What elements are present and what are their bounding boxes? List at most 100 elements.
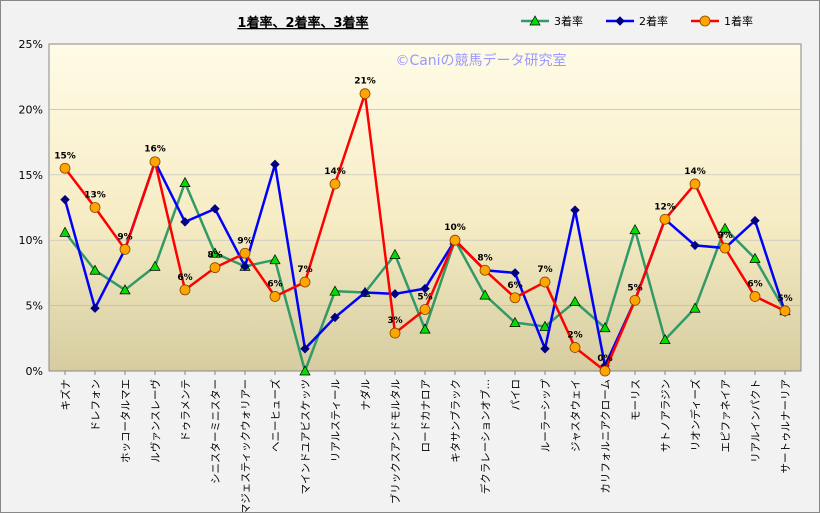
diamond-marker (540, 344, 550, 354)
x-tick-label: マジェスティックウォリアー (240, 379, 252, 512)
x-tick-label: デクラレーションオブ… (479, 379, 492, 494)
data-label: 21% (354, 77, 376, 87)
triangle-marker (479, 289, 491, 300)
diamond-marker (240, 261, 250, 272)
triangle-marker (689, 302, 701, 313)
triangle-marker (659, 333, 671, 344)
diamond-marker (90, 303, 100, 313)
x-tick-label: ブリックスアンドモルタル (389, 379, 402, 504)
data-label: 9% (717, 231, 732, 241)
triangle-marker (269, 254, 281, 265)
circle-marker (389, 327, 401, 339)
x-tick-label: ドゥラメンテ (180, 379, 192, 442)
diamond-marker (420, 283, 430, 294)
diamond-marker (510, 268, 520, 278)
x-tick-label: キズナ (59, 379, 72, 411)
data-label: 8% (477, 253, 492, 263)
triangle-marker (719, 222, 731, 233)
circle-marker (689, 178, 701, 190)
x-tick-label: ロードカナロア (420, 379, 432, 453)
x-tick-label: リオンディーズ (689, 379, 702, 451)
diamond-marker (750, 215, 760, 226)
circle-marker (719, 242, 731, 254)
data-label: 14% (324, 167, 346, 177)
circle-marker (479, 264, 491, 276)
circle-marker (699, 15, 711, 27)
circle-marker (779, 305, 791, 317)
circle-marker (59, 162, 71, 174)
data-label: 13% (84, 191, 106, 201)
x-tick-label: ドレフォン (90, 379, 102, 432)
y-tick-label: 25% (19, 38, 43, 51)
data-label: 12% (654, 202, 676, 212)
chart-title: 1着率、2着率、3着率 (237, 15, 368, 31)
x-tick-label: ヘニーヒューズ (269, 379, 282, 452)
data-label: 9% (237, 236, 252, 246)
circle-marker (419, 304, 431, 315)
circle-marker (299, 276, 311, 288)
plot-area (48, 43, 802, 372)
x-tick-label: キタサンブラック (449, 379, 462, 463)
diamond-marker (210, 204, 220, 214)
circle-marker (509, 292, 521, 304)
x-tick-label: シニスターミニスター (210, 379, 222, 484)
circle-marker (659, 213, 671, 225)
x-tick-label: マインドユアビスケッツ (300, 379, 312, 495)
triangle-marker (389, 248, 401, 259)
x-tick-label: サートゥルナーリア (780, 379, 792, 474)
data-label: 6% (267, 279, 282, 289)
circle-marker (329, 178, 341, 190)
data-label: 7% (537, 265, 552, 275)
diamond-marker (570, 205, 580, 215)
circle-marker (599, 365, 611, 377)
triangle-marker (329, 285, 341, 296)
data-label: 3% (387, 316, 402, 326)
legend-label: 2着率 (639, 14, 668, 28)
diamond-marker (300, 344, 310, 354)
triangle-marker (749, 252, 761, 263)
data-label: 15% (54, 151, 76, 161)
data-label: 16% (144, 145, 166, 155)
data-label: 6% (507, 281, 522, 291)
data-label: 5% (777, 294, 792, 304)
x-tick-label: ルーラーシップ (540, 379, 552, 453)
x-tick-label: ジャスタウェイ (570, 379, 582, 452)
watermark: ©Caniの競馬データ研究室 (395, 52, 566, 69)
circle-marker (359, 88, 371, 100)
circle-marker (569, 342, 581, 353)
data-label: 2% (567, 330, 582, 340)
circle-marker (149, 156, 161, 168)
data-label: 8% (207, 251, 222, 261)
triangle-marker (569, 295, 581, 307)
triangle-marker (419, 323, 431, 334)
circle-marker (119, 243, 131, 255)
data-label: 5% (417, 293, 432, 303)
circle-marker (89, 202, 101, 213)
diamond-marker (330, 312, 340, 323)
x-tick-label: ナダル (359, 379, 372, 411)
y-tick-label: 0% (26, 365, 43, 378)
triangle-marker (89, 264, 101, 275)
circle-marker (179, 284, 191, 296)
x-tick-label: サトノアラジン (660, 379, 672, 452)
x-tick-label: リアルインパクト (750, 379, 762, 463)
circle-marker (269, 291, 281, 302)
x-tick-label: エピファネイア (720, 379, 732, 453)
diamond-marker (60, 194, 70, 205)
y-tick-label: 15% (19, 169, 43, 182)
legend-label: 1着率 (724, 14, 753, 28)
circle-marker (239, 247, 251, 259)
data-label: 9% (117, 232, 132, 242)
data-label: 10% (444, 223, 466, 233)
triangle-marker (599, 322, 611, 333)
data-label: 0% (597, 354, 612, 364)
circle-marker (629, 294, 641, 306)
diamond-marker (360, 287, 370, 298)
y-tick-label: 20% (19, 103, 43, 116)
x-tick-label: モーリス (630, 379, 642, 421)
triangle-marker (629, 224, 641, 235)
x-tick-label: パイロ (510, 379, 522, 411)
x-tick-label: ルヴァンスレーヴ (149, 379, 162, 463)
